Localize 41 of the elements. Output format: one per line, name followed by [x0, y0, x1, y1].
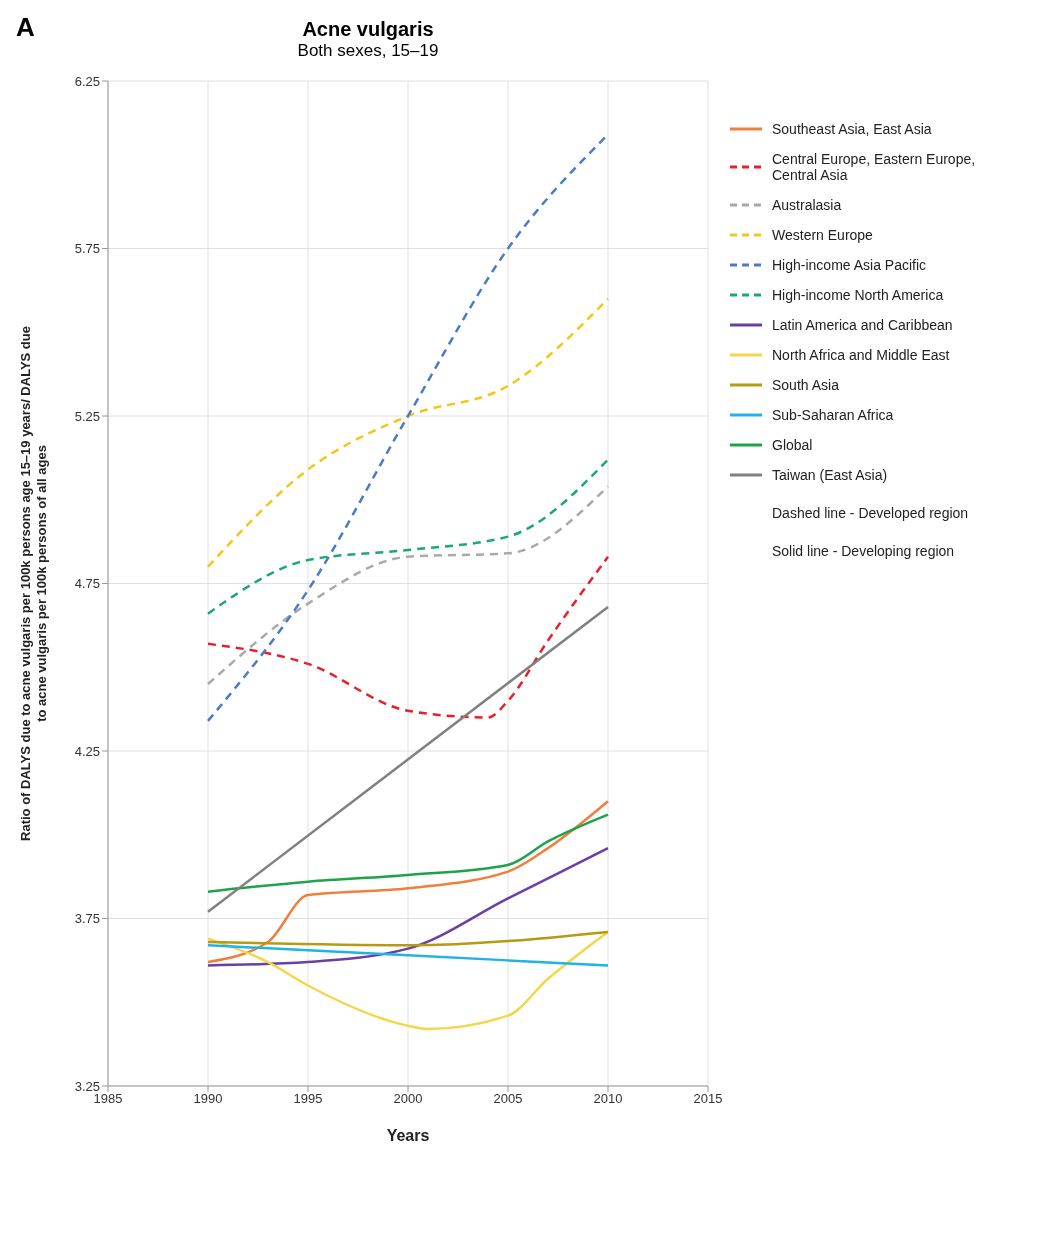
- line-series: [206, 813, 610, 893]
- y-tick-label: 4.25: [74, 743, 100, 759]
- chart-subtitle: Both sexes, 15–19: [296, 41, 440, 61]
- y-tick-label: 5.25: [74, 408, 100, 424]
- line-series: [206, 297, 610, 568]
- legend-label: High-income Asia Pacific: [772, 257, 927, 273]
- line-series: [206, 555, 610, 719]
- line-series: [206, 846, 610, 967]
- legend-label: Southeast Asia, East Asia: [772, 121, 932, 137]
- text: Solid line - Developing region: [772, 543, 956, 559]
- line-series: [206, 485, 610, 686]
- x-tick-label: 2015: [693, 1091, 723, 1107]
- x-tick-label: 1995: [293, 1091, 323, 1107]
- chart-title: Acne vulgaris: [302, 18, 434, 40]
- y-tick-label: 3.25: [74, 1078, 100, 1094]
- y-tick-label: 3.75: [74, 911, 100, 927]
- legend-label: Western Europe: [772, 227, 873, 243]
- x-axis-title: Years: [386, 1127, 430, 1144]
- y-tick-label: 5.75: [74, 241, 100, 257]
- line-series: [206, 930, 610, 1031]
- legend-label: Central Europe, Eastern Europe, Central Asia: [772, 151, 977, 183]
- x-tick-label: 2000: [393, 1091, 423, 1107]
- legend-label: South Asia: [772, 377, 839, 393]
- text: Dashed line - Developed region: [772, 505, 970, 521]
- legend-label: North Africa and Middle East: [772, 347, 950, 363]
- legend-label: Australasia: [772, 197, 842, 213]
- line-series: [206, 800, 610, 964]
- x-tick-label: 1985: [93, 1091, 123, 1107]
- y-tick-label: 6.25: [74, 73, 100, 89]
- x-tick-label: 2010: [593, 1091, 623, 1107]
- legend-label: Global: [772, 437, 813, 453]
- text: A: [16, 12, 35, 43]
- line-series: [206, 458, 610, 615]
- x-tick-label: 1990: [193, 1091, 223, 1107]
- legend-label: Taiwan (East Asia): [772, 467, 888, 483]
- x-tick-label: 2005: [493, 1091, 523, 1107]
- legend-label: Sub-Saharan Africa: [772, 407, 894, 423]
- y-axis-title: Ratio of DALYS due to acne vulgaris per 100k persons age 15–19 years/ DALYS due to acne vulgaris per 100k persons of all ages: [18, 326, 49, 841]
- y-tick-label: 4.75: [74, 576, 100, 592]
- legend-label: High-income North America: [772, 287, 944, 303]
- legend-label: Latin America and Caribbean: [772, 317, 953, 333]
